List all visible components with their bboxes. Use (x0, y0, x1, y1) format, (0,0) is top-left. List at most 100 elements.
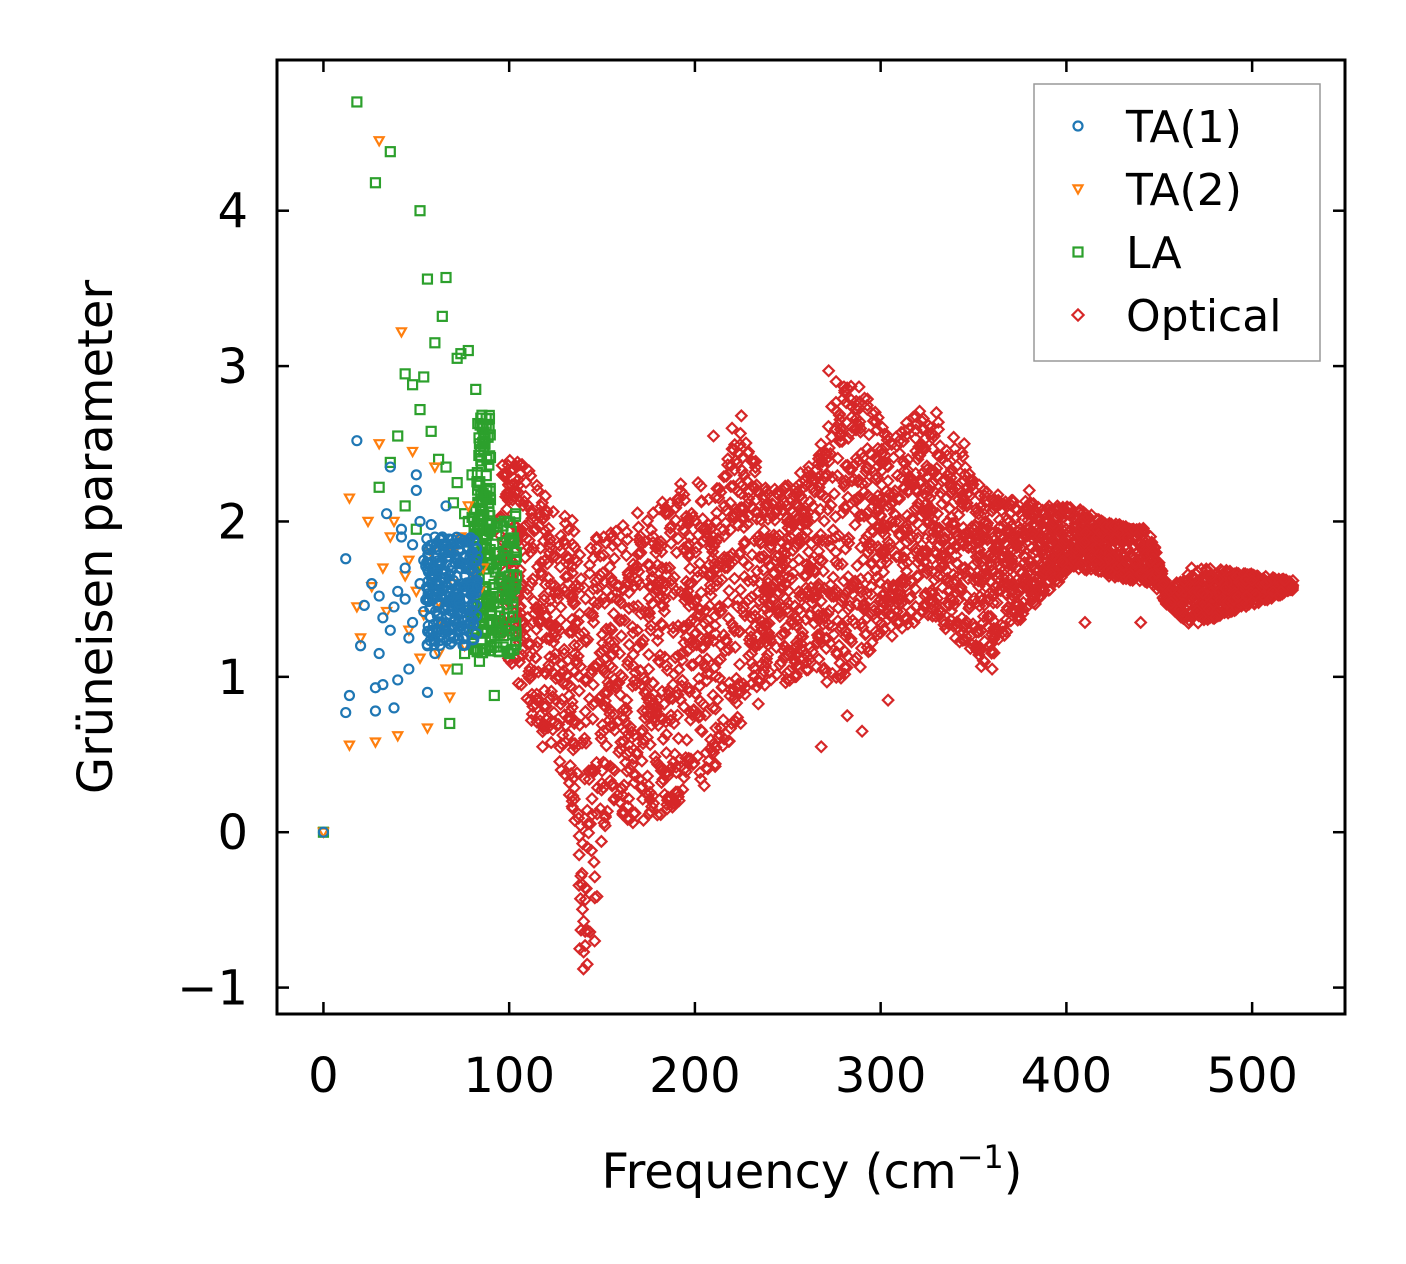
optical-point (961, 571, 975, 586)
optical-point (1136, 521, 1151, 536)
optical-point (629, 558, 644, 573)
optical-point (657, 697, 671, 711)
optical-point (541, 571, 556, 585)
optical-point (661, 791, 675, 805)
optical-point (535, 739, 550, 754)
optical-point (937, 614, 951, 629)
optical-point (925, 551, 939, 566)
optical-point (933, 439, 947, 453)
optical-point (901, 485, 915, 499)
optical-point (1018, 569, 1033, 584)
optical-point (715, 680, 729, 695)
la-point (440, 461, 452, 473)
optical-point (880, 578, 895, 592)
optical-point (671, 731, 686, 746)
optical-point (778, 675, 793, 690)
ta1-point (410, 469, 422, 481)
optical-point (683, 561, 697, 576)
ta1-point (424, 602, 436, 614)
la-point (484, 525, 496, 537)
optical-point (565, 591, 579, 605)
optical-point (537, 665, 552, 679)
optical-point (1062, 529, 1077, 543)
la-point (474, 643, 486, 656)
optical-point (967, 591, 982, 605)
optical-point (901, 476, 916, 491)
optical-point (499, 466, 513, 480)
optical-point (601, 631, 615, 646)
la-point (485, 618, 497, 631)
optical-point (622, 637, 637, 652)
optical-point (1056, 536, 1071, 550)
optical-point (521, 610, 535, 625)
optical-point (776, 569, 791, 584)
optical-point (929, 596, 944, 611)
chart-marks (317, 96, 1300, 976)
optical-point (763, 629, 777, 644)
ta1-point (343, 689, 356, 702)
optical-point (619, 747, 634, 762)
optical-point (616, 804, 631, 819)
optical-point (958, 467, 972, 482)
ta1-point (340, 553, 352, 565)
optical-point (733, 583, 748, 597)
optical-point (557, 767, 572, 782)
optical-point (1023, 554, 1037, 568)
optical-point (536, 720, 550, 735)
optical-point (594, 726, 608, 741)
optical-point (675, 673, 690, 688)
optical-point (889, 549, 904, 564)
optical-point (1026, 595, 1041, 610)
optical-point (759, 601, 773, 616)
optical-point (876, 521, 891, 535)
optical-point (671, 649, 685, 663)
legend-label: TA(1) (1125, 102, 1242, 153)
optical-point (727, 437, 742, 452)
optical-point (638, 711, 652, 725)
ta1-point (461, 557, 473, 569)
optical-point (571, 614, 585, 629)
optical-point (796, 589, 811, 603)
ta1-point (453, 600, 465, 613)
optical-point (568, 813, 582, 828)
ta1-point (380, 508, 393, 520)
optical-point (1004, 540, 1018, 555)
ta1-point (373, 647, 385, 660)
optical-point (590, 807, 604, 821)
optical-point (719, 469, 734, 483)
optical-point (795, 625, 810, 640)
optical-point (525, 511, 539, 526)
optical-point (671, 785, 685, 800)
optical-point (745, 501, 760, 515)
optical-point (854, 616, 869, 631)
optical-point (717, 732, 731, 746)
optical-point (548, 629, 563, 644)
ta1-point (351, 435, 363, 447)
optical-point (550, 621, 565, 635)
optical-point (652, 758, 667, 773)
optical-point (732, 657, 747, 672)
optical-point (688, 686, 703, 701)
optical-point (822, 441, 836, 455)
optical-point (557, 642, 572, 657)
ta1-point (403, 632, 415, 644)
optical-point (850, 398, 864, 413)
optical-point (583, 925, 597, 939)
optical-point (864, 587, 878, 602)
optical-point (899, 544, 913, 559)
optical-point (1247, 568, 1261, 583)
optical-point (1057, 501, 1071, 516)
optical-point (741, 592, 756, 607)
optical-point (956, 449, 970, 464)
optical-point (576, 962, 591, 976)
optical-point (893, 528, 907, 543)
optical-point (736, 512, 751, 526)
optical-point (977, 522, 992, 537)
optical-point (621, 574, 635, 589)
optical-point (837, 660, 852, 675)
ta1-point (429, 541, 441, 553)
optical-point (655, 560, 669, 575)
optical-point (920, 462, 935, 477)
optical-point (876, 565, 891, 579)
optical-point (565, 799, 579, 814)
